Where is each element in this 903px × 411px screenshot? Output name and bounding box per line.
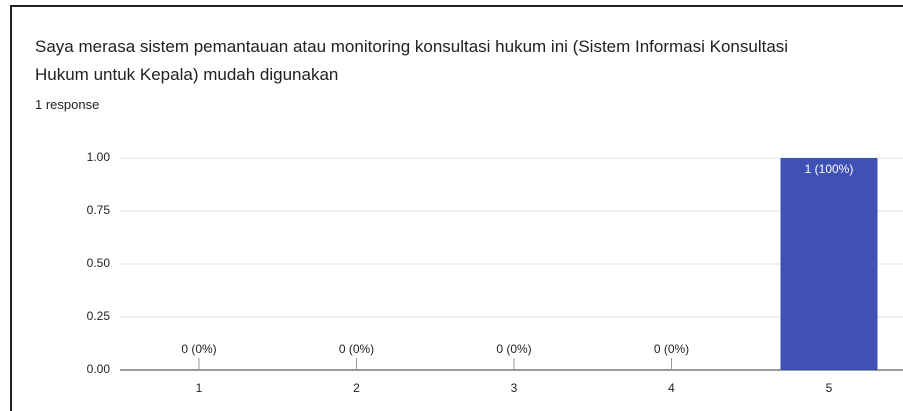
y-tick-label: 1.00 (87, 150, 111, 164)
value-label: 0 (0%) (496, 342, 531, 356)
y-tick-label: 0.50 (87, 256, 111, 270)
bar (780, 158, 878, 370)
x-tick-label: 2 (353, 381, 360, 395)
value-label: 0 (0%) (181, 342, 216, 356)
y-tick-label: 0.25 (87, 309, 111, 323)
y-tick-label: 0.00 (87, 362, 111, 376)
chart-title: Saya merasa sistem pemantauan atau monit… (35, 37, 789, 84)
y-tick-label: 0.75 (87, 203, 111, 217)
value-label: 0 (0%) (339, 342, 374, 356)
chart-subtitle: 1 response (35, 97, 100, 112)
x-tick-label: 5 (826, 381, 833, 395)
value-label: 1 (100%) (805, 162, 854, 176)
x-tick-label: 4 (668, 381, 675, 395)
x-tick-label: 1 (196, 381, 203, 395)
x-tick-label: 3 (511, 381, 518, 395)
value-label: 0 (0%) (654, 342, 689, 356)
card (10, 5, 903, 411)
